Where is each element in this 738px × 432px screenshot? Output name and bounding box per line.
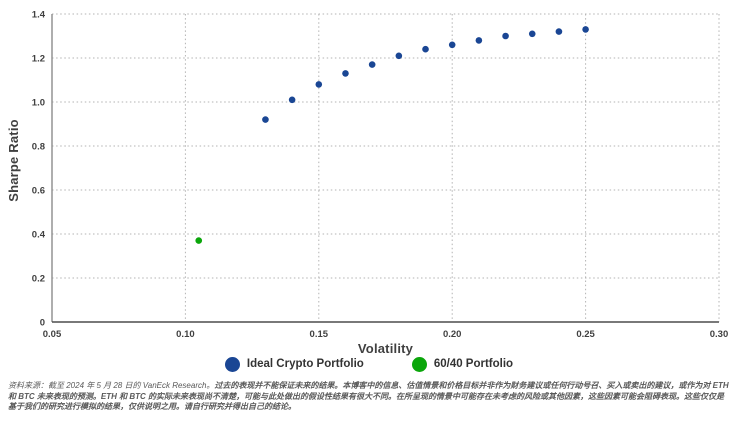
legend: Ideal Crypto Portfolio 60/40 Portfolio [0,355,738,373]
x-tick-label: 0.25 [576,329,595,340]
data-point-ideal-crypto [342,70,349,77]
y-tick-label: 0 [40,318,45,329]
data-point-ideal-crypto [288,96,296,104]
y-tick-label: 0.8 [32,142,45,153]
legend-item-60-40-portfolio: 60/40 Portfolio [411,356,514,372]
x-tick-label: 0.30 [710,329,729,340]
y-tick-label: 0.4 [32,230,46,241]
x-tick-label: 0.10 [176,329,195,340]
footnote: 资料来源：截至 2024 年 5 月 28 日的 VanEck Research… [8,381,730,413]
data-point-ideal-crypto [315,81,323,88]
footnote-source: 资料来源：截至 2024 年 5 月 28 日的 VanEck Research… [8,381,215,390]
green-dot-icon [411,356,427,372]
x-axis-title: Volatility [357,341,414,356]
data-point-ideal-crypto [368,61,376,68]
data-point-ideal-crypto [502,32,509,40]
legend-item-ideal-crypto-portfolio: Ideal Crypto Portfolio [224,356,364,372]
data-point-ideal-crypto [422,45,429,53]
legend-label: Ideal Crypto Portfolio [246,358,364,370]
x-tick-label: 0.05 [43,329,62,340]
blue-dot-icon [224,356,240,372]
data-point-ideal-crypto [555,28,563,35]
data-point-ideal-crypto [448,41,456,49]
y-tick-label: 1.0 [32,98,45,109]
data-point-ideal-crypto [475,37,483,44]
scatter-plot: 0 0.2 0.4 0.6 0.8 1.0 1.2 1.4 0.05 0.10 0.15 0.20 0.… [32,10,729,341]
data-point-ideal-crypto [528,30,536,38]
y-tick-label: 0.6 [32,186,45,197]
y-tick-label: 0.2 [32,274,45,285]
data-point-ideal-crypto [395,52,403,60]
data-point-ideal-crypto [582,26,589,33]
legend-label: 60/40 Portfolio [433,358,514,370]
y-tick-label: 1.4 [32,10,46,21]
footnote-disclaimer: 过去的表现并不能保证未来的结果。本博客中的信息、估值情景和价格目标并非作为财务建… [8,381,729,411]
data-point-60-40 [195,237,203,244]
data-point-ideal-crypto [262,116,269,123]
y-tick-label: 1.2 [32,54,45,65]
x-tick-label: 0.20 [443,329,462,340]
x-tick-label: 0.15 [310,329,329,340]
